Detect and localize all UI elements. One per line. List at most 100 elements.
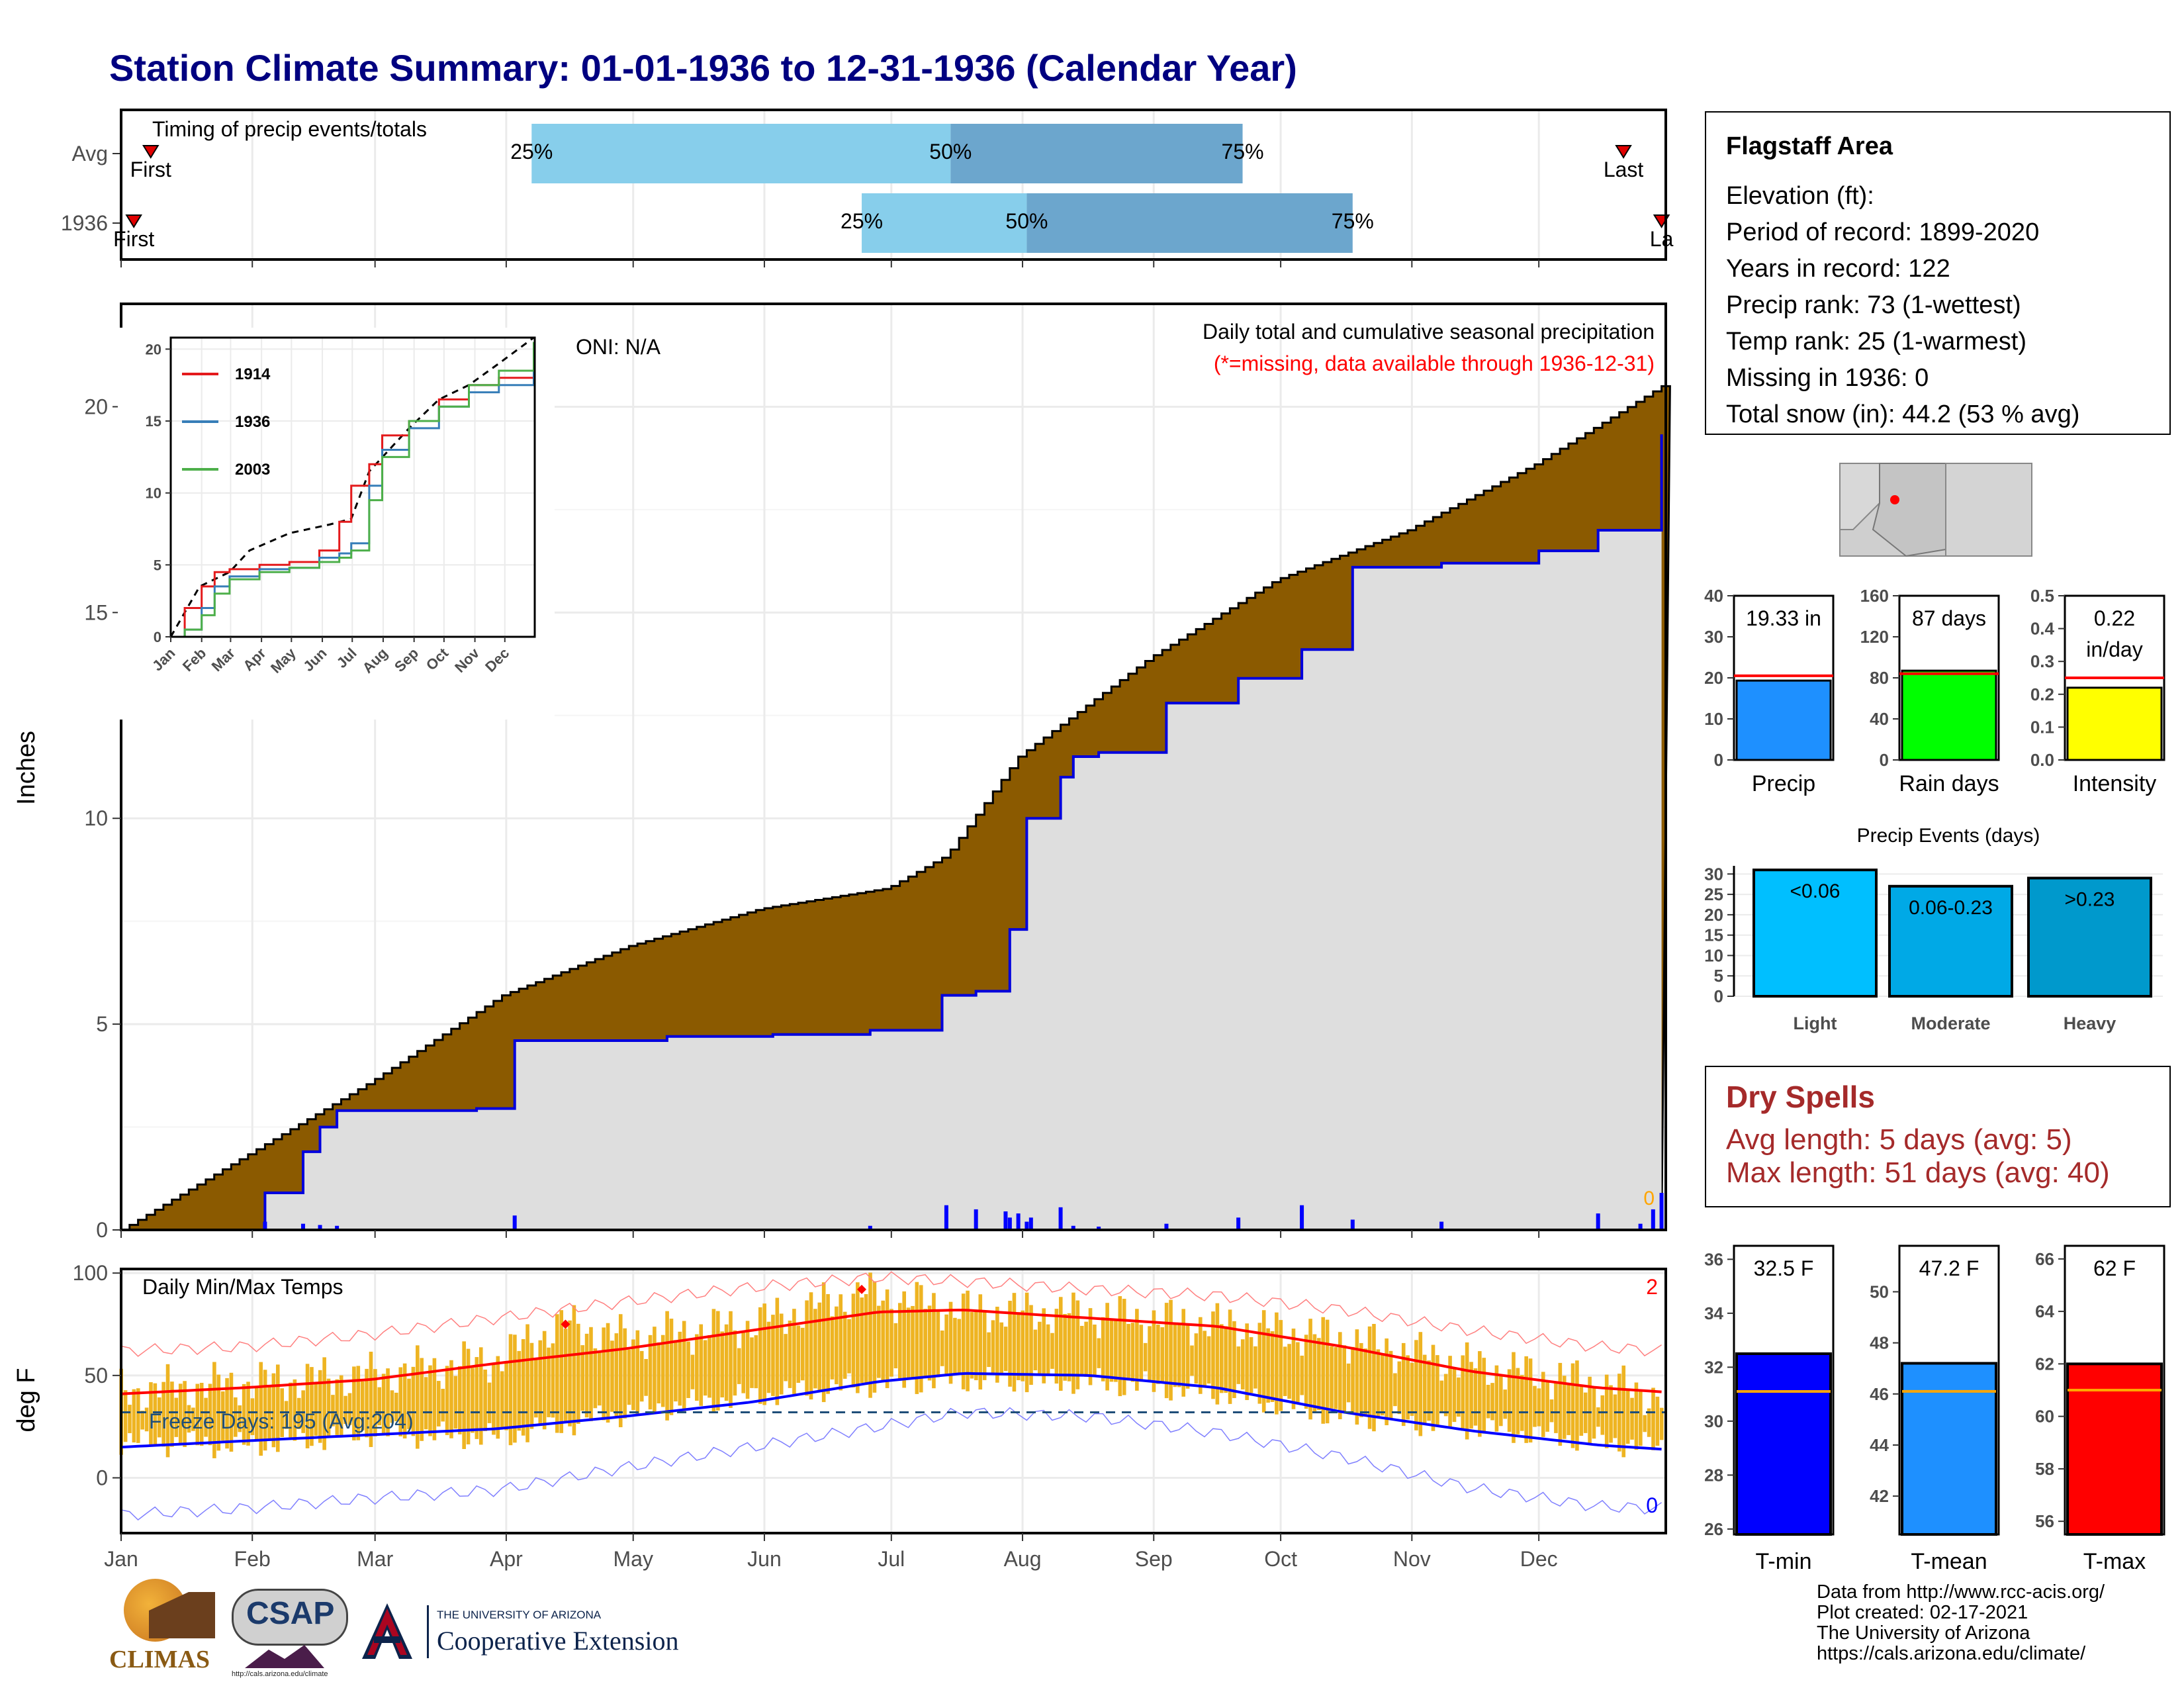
daily-temp-bar (352, 1366, 356, 1440)
event-bar-label: >0.23 (2065, 888, 2115, 910)
daily-temp-bar (225, 1378, 229, 1449)
daily-temp-bar (1088, 1308, 1093, 1385)
daily-precip-bar (335, 1225, 340, 1230)
daily-temp-bar (1126, 1324, 1130, 1381)
daily-temp-bar (589, 1327, 593, 1421)
temp-bar (2066, 1362, 2163, 1536)
temp-bar-tick-label: 36 (1704, 1249, 1723, 1269)
daily-temp-bar (978, 1294, 983, 1390)
first-event-label: First (113, 227, 154, 251)
temp-bar (1735, 1352, 1832, 1536)
cumulative-1936-area (121, 434, 1662, 1230)
inset-legend-label: 1914 (235, 365, 271, 383)
daily-temp-bar (1169, 1299, 1173, 1401)
mini-bar-tick-label: 40 (1870, 709, 1889, 729)
mini-bar-tick-label: 40 (1704, 586, 1723, 606)
daily-temp-bar (1105, 1303, 1109, 1391)
daily-temp-bar (602, 1327, 606, 1421)
daily-temp-bar (1270, 1331, 1275, 1402)
first-event-marker (125, 214, 142, 228)
daily-temp-bar (234, 1397, 238, 1437)
mini-bar-tick-label: 0.1 (2030, 717, 2054, 737)
daily-temp-bar (788, 1320, 792, 1388)
daily-temp-bar (957, 1319, 962, 1374)
daily-temp-bar (766, 1321, 771, 1393)
daily-temp-bar (779, 1313, 784, 1395)
daily-temp-bar (792, 1309, 796, 1394)
dry-spells-box: Dry Spells Avg length: 5 days (avg: 5) M… (1705, 1066, 2171, 1207)
credit-line: https://cals.arizona.edu/climate/ (1817, 1643, 2086, 1664)
daily-precip-bar (1439, 1221, 1444, 1230)
daily-temp-bar (1647, 1408, 1651, 1437)
temp-bar-tick-label: 56 (2035, 1511, 2054, 1531)
daily-temp-bar (322, 1357, 326, 1450)
daily-temp-bar (1067, 1313, 1071, 1382)
daily-temp-bar (1148, 1326, 1152, 1382)
daily-temp-bar (1554, 1382, 1558, 1433)
daily-temp-bar (1253, 1346, 1257, 1389)
daily-temp-bar (271, 1373, 276, 1448)
station-temp-rank: Temp rank: 25 (1-warmest) (1726, 328, 2027, 355)
daily-temp-bar (492, 1362, 496, 1435)
daily-temp-bar (1351, 1346, 1355, 1413)
precip-panel-note2: (*=missing, data available through 1936-… (1214, 352, 1655, 375)
daily-temp-bar (897, 1303, 902, 1381)
mini-bar-category-label: Rain days (1899, 771, 1999, 796)
daily-temp-bar (1101, 1317, 1105, 1382)
station-name: Flagstaff Area (1726, 132, 1893, 160)
daily-temp-bar (402, 1363, 407, 1439)
daily-temp-bar (1156, 1325, 1160, 1384)
daily-temp-bar (639, 1350, 644, 1402)
daily-temp-bar (255, 1387, 259, 1442)
daily-temp-bar (394, 1392, 398, 1422)
daily-precip-bar (1016, 1213, 1021, 1230)
daily-temp-bar (1312, 1334, 1317, 1411)
daily-temp-bar (758, 1307, 762, 1404)
station-location-marker (1890, 495, 1899, 504)
mini-bar-tick-label: 0.3 (2030, 651, 2054, 671)
daily-temp-bar (259, 1362, 263, 1456)
daily-temp-bar (729, 1311, 733, 1408)
daily-temp-bar (525, 1324, 529, 1442)
daily-temp-bar (178, 1383, 183, 1446)
avg-max-line (120, 1308, 1662, 1395)
daily-precip-bar (1028, 1217, 1033, 1230)
daily-temp-bar (1613, 1394, 1617, 1438)
daily-temp-bar (775, 1297, 780, 1405)
daily-temp-bar (1592, 1385, 1596, 1439)
daily-temp-bar (183, 1381, 187, 1447)
daily-temp-bar (1118, 1296, 1122, 1397)
daily-temp-bar (800, 1327, 805, 1381)
daily-precip-bar (1024, 1221, 1029, 1230)
daily-temp-bar (927, 1305, 932, 1381)
last-event-marker (1615, 145, 1632, 159)
daily-temp-bar (1558, 1362, 1563, 1446)
quartile-75-label: 75% (1332, 209, 1374, 233)
daily-temp-bar (1443, 1374, 1448, 1417)
daily-temp-bar (365, 1368, 369, 1438)
daily-temp-bar (1304, 1335, 1308, 1409)
event-bar (1888, 884, 2013, 998)
daily-temp-bar (1261, 1310, 1266, 1413)
temp-bar-tick-label: 42 (1870, 1486, 1889, 1506)
daily-temp-bar (390, 1390, 394, 1423)
daily-precip-bar (1350, 1219, 1355, 1230)
daily-temp-bar (572, 1305, 576, 1436)
daily-temp-bar (1206, 1336, 1211, 1384)
daily-temp-bar (1287, 1344, 1291, 1399)
daily-precip-bar (1236, 1217, 1241, 1230)
daily-temp-bar (140, 1411, 144, 1430)
daily-temp-bar (991, 1320, 995, 1375)
temp-bar-tick-label: 26 (1704, 1519, 1723, 1539)
daily-temp-bar (919, 1285, 923, 1393)
csap-text: CSAP (246, 1596, 335, 1631)
daily-temp-bar (1279, 1320, 1283, 1411)
daily-precip-bar (318, 1225, 322, 1230)
month-tick-label: Dec (1520, 1547, 1558, 1571)
inset-series-line (171, 342, 535, 638)
daily-temp-bar (165, 1364, 170, 1458)
daily-temp-bar (229, 1372, 234, 1452)
daily-temp-bar (424, 1377, 428, 1430)
daily-temp-bar (314, 1383, 318, 1436)
quartile-75-label: 75% (1222, 140, 1264, 164)
